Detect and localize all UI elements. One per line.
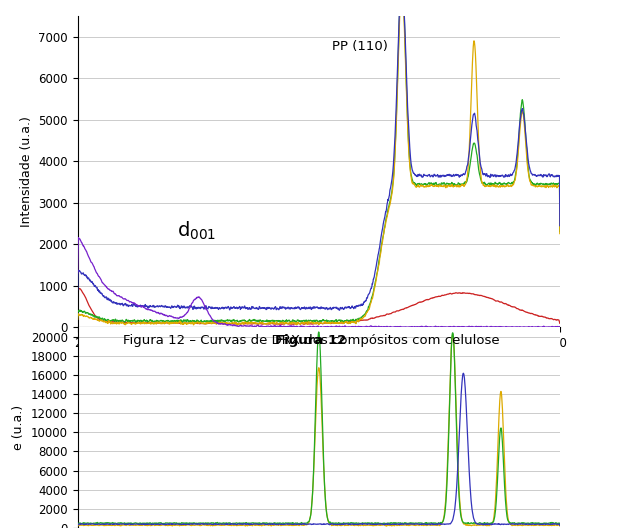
Y-axis label: Intensidade (u.a.): Intensidade (u.a.)	[20, 116, 33, 227]
Text: Figura 12 – Curvas de DRX dos compósitos com celulose: Figura 12 – Curvas de DRX dos compósitos…	[123, 334, 499, 347]
Legend: PP Puro, Celulose, PPAC 1%, PPAC 2%, Argila: PP Puro, Celulose, PPAC 1%, PPAC 2%, Arg…	[117, 386, 521, 409]
Text: d$_{001}$: d$_{001}$	[177, 220, 216, 242]
Y-axis label: e (u.a.): e (u.a.)	[12, 405, 26, 450]
X-axis label: 2 Theta (º): 2 Theta (º)	[278, 353, 360, 366]
Text: Figura 12: Figura 12	[276, 334, 346, 347]
Text: PP (110): PP (110)	[332, 40, 388, 53]
